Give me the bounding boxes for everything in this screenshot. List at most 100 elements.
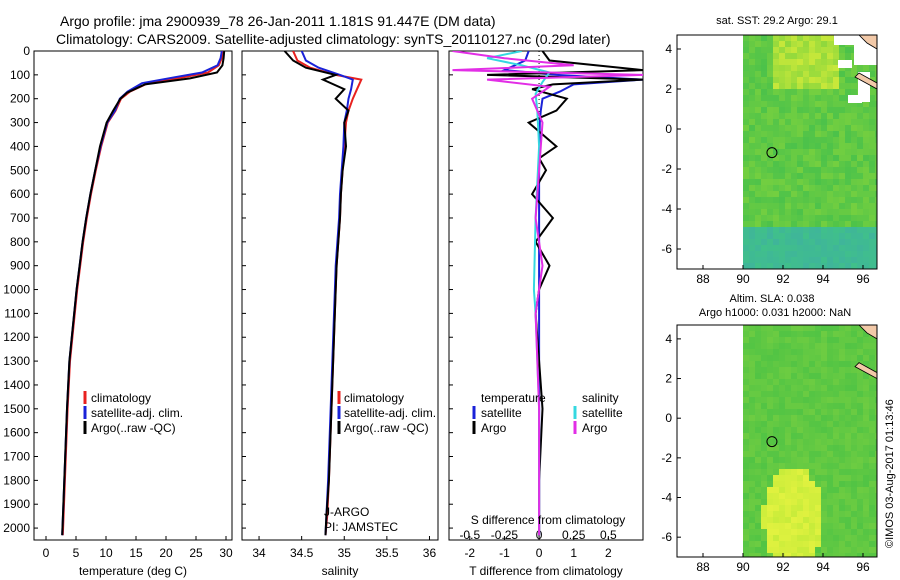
- map-y-tick-label: 2: [665, 372, 672, 386]
- map-cell: [869, 173, 876, 180]
- map-cell: [833, 445, 840, 452]
- map-cell: [833, 47, 840, 54]
- map-cell: [749, 143, 756, 150]
- map-cell: [743, 535, 750, 542]
- map-cell: [833, 403, 840, 410]
- map-cell: [845, 119, 852, 126]
- map-cell: [791, 215, 798, 222]
- map-cell: [785, 415, 792, 422]
- map-cell: [809, 53, 816, 60]
- map-cell: [755, 137, 762, 144]
- legend-label-climatology: climatology: [91, 391, 151, 405]
- map-cell: [833, 373, 840, 380]
- map-cell: [803, 233, 810, 240]
- map-cell: [785, 179, 792, 186]
- map-cell: [869, 481, 876, 488]
- map-cell: [827, 53, 834, 60]
- x-tick-label: -1: [499, 546, 510, 560]
- map-cell: [797, 251, 804, 258]
- map-cell: [857, 433, 864, 440]
- map-cell: [815, 119, 822, 126]
- map-cell: [755, 361, 762, 368]
- map-cell: [827, 149, 834, 156]
- map-cell: [755, 553, 762, 557]
- map-cell: [857, 161, 864, 168]
- map-cell: [767, 517, 774, 524]
- map-cell: [869, 499, 876, 506]
- map-cell: [749, 149, 756, 156]
- map-cell: [827, 373, 834, 380]
- map-cell: [791, 331, 798, 338]
- map-cell: [761, 149, 768, 156]
- map-cell: [809, 149, 816, 156]
- map-cell: [863, 493, 870, 500]
- map-cell: [749, 203, 756, 210]
- map-cell: [869, 487, 876, 494]
- map-cell: [809, 487, 816, 494]
- map-cell: [875, 355, 877, 362]
- map-cell: [821, 53, 828, 60]
- map-cell: [833, 337, 840, 344]
- map-cell: [875, 445, 877, 452]
- map-cell: [851, 517, 858, 524]
- map-cell: [815, 209, 822, 216]
- map-cell: [803, 457, 810, 464]
- map-cell: [845, 191, 852, 198]
- map-cell: [767, 541, 774, 548]
- map-cell: [761, 143, 768, 150]
- map-cell: [845, 197, 852, 204]
- map-cell: [839, 529, 846, 536]
- map-cell: [755, 475, 762, 482]
- map-cell: [821, 161, 828, 168]
- map-cell: [869, 379, 876, 386]
- x-tick-label: 20: [159, 546, 173, 560]
- legend-label-satellite: satellite-adj. clim.: [91, 406, 183, 420]
- map-cell: [797, 257, 804, 264]
- map-cell: [773, 191, 780, 198]
- map-cell: [821, 553, 828, 557]
- map-cell: [815, 379, 822, 386]
- map-cell: [767, 355, 774, 362]
- map-cell: [845, 71, 852, 78]
- map-cell: [845, 445, 852, 452]
- map-cell: [779, 547, 786, 554]
- map-cell: [851, 421, 858, 428]
- map-cell: [785, 203, 792, 210]
- map-cell: [761, 227, 768, 234]
- map-cell: [761, 535, 768, 542]
- map-cell: [791, 541, 798, 548]
- map-cell: [875, 415, 877, 422]
- map-cell: [797, 511, 804, 518]
- map-cell: [851, 155, 858, 162]
- map-cell: [743, 367, 750, 374]
- map-y-tick-label: 4: [665, 42, 672, 56]
- map-cell: [779, 535, 786, 542]
- map-cell: [833, 343, 840, 350]
- map-cell: [821, 197, 828, 204]
- map-cell: [875, 367, 877, 374]
- map-cell: [833, 535, 840, 542]
- map-cell: [755, 535, 762, 542]
- map-cell: [749, 403, 756, 410]
- map-cell: [839, 547, 846, 554]
- map-cell: [767, 251, 774, 258]
- map-cell: [869, 239, 876, 246]
- map-cell: [761, 137, 768, 144]
- map-cell: [839, 415, 846, 422]
- map-cell: [755, 83, 762, 90]
- map-cell: [851, 107, 858, 114]
- map-cell: [863, 433, 870, 440]
- map-cell: [845, 221, 852, 228]
- map-cell: [743, 119, 750, 126]
- map-cell: [785, 53, 792, 60]
- map-y-tick-label: -2: [661, 451, 672, 465]
- map-cell: [857, 409, 864, 416]
- map-cell: [833, 89, 840, 96]
- map-cell: [743, 379, 750, 386]
- map-cell: [749, 373, 756, 380]
- map-cell: [839, 361, 846, 368]
- map-cell: [803, 239, 810, 246]
- map-cell: [767, 107, 774, 114]
- map-cell: [857, 227, 864, 234]
- map-cell: [815, 245, 822, 252]
